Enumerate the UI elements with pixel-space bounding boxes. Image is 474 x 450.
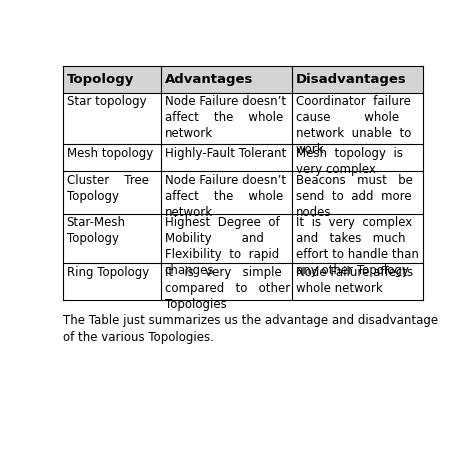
- Text: Cluster    Tree
Topology: Cluster Tree Topology: [66, 174, 148, 203]
- Bar: [292, 66, 423, 93]
- Text: Highly-Fault Tolerant: Highly-Fault Tolerant: [164, 147, 286, 160]
- Bar: [161, 66, 292, 93]
- Text: Star topology: Star topology: [66, 95, 146, 108]
- Text: It  is  very  complex
and   takes   much
effort to handle than
any other Topolog: It is very complex and takes much effort…: [296, 216, 419, 277]
- Text: Advantages: Advantages: [164, 73, 253, 86]
- Text: Mesh topology: Mesh topology: [66, 147, 153, 160]
- Text: Node Failure doesn’t
affect    the    whole
network: Node Failure doesn’t affect the whole ne…: [164, 95, 286, 140]
- Text: Ring Topology: Ring Topology: [66, 266, 149, 279]
- Text: Topology: Topology: [66, 73, 134, 86]
- Text: It   is   very   simple
compared   to   other
Topologies: It is very simple compared to other Topo…: [164, 266, 290, 311]
- Text: The Table just summarizes us the advantage and disadvantage
of the various Topol: The Table just summarizes us the advanta…: [63, 314, 438, 344]
- Text: Node Failure affects
whole network: Node Failure affects whole network: [296, 266, 413, 295]
- Text: Node Failure doesn’t
affect    the    whole
network: Node Failure doesn’t affect the whole ne…: [164, 174, 286, 219]
- Text: Coordinator  failure
cause         whole
network  unable  to
work: Coordinator failure cause whole network …: [296, 95, 411, 157]
- Text: Mesh  topology  is
very complex: Mesh topology is very complex: [296, 147, 402, 176]
- Text: Beacons   must   be
send  to  add  more
nodes: Beacons must be send to add more nodes: [296, 174, 412, 219]
- Text: Disadvantages: Disadvantages: [296, 73, 406, 86]
- Text: Highest  Degree  of
Mobility        and
Flexibility  to  rapid
changes: Highest Degree of Mobility and Flexibili…: [164, 216, 279, 277]
- Bar: [63, 66, 161, 93]
- Text: Star-Mesh
Topology: Star-Mesh Topology: [66, 216, 126, 245]
